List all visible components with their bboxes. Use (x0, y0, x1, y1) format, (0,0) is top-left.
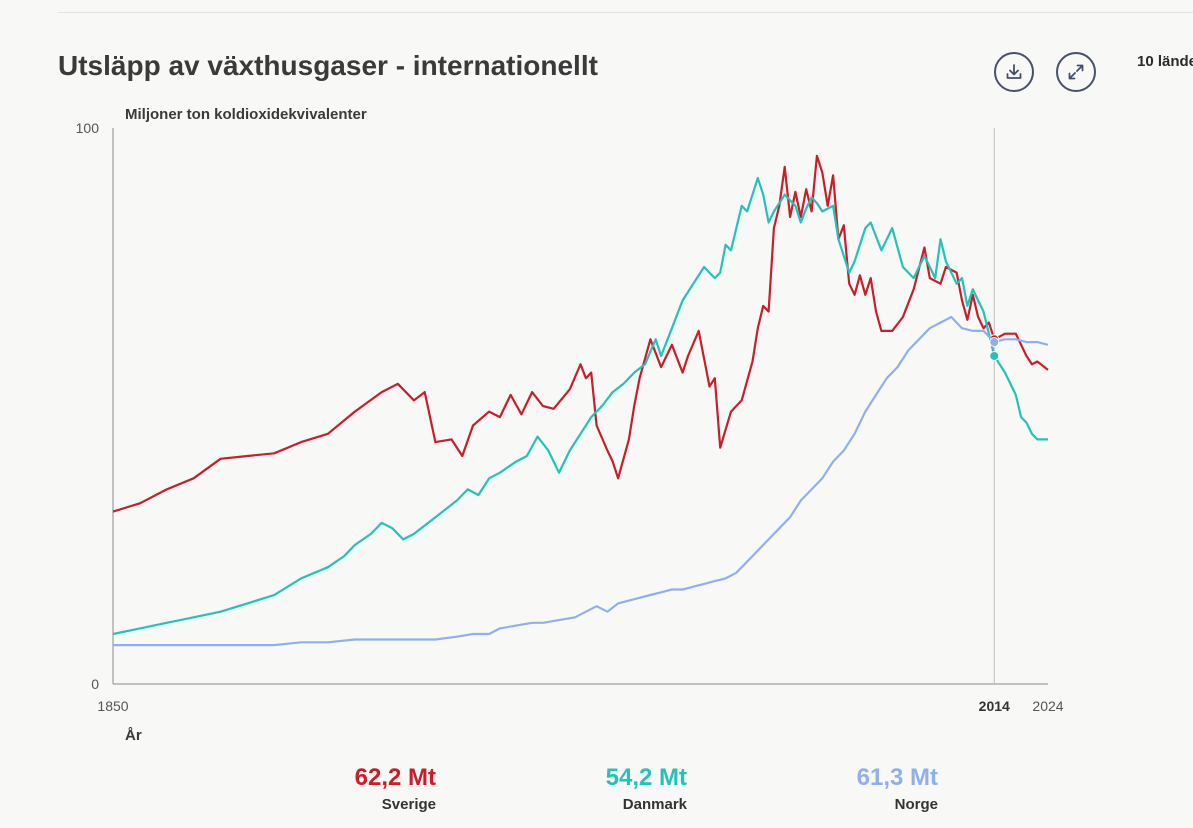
series-line-danmark (112, 176, 1048, 636)
series-line-norge (113, 315, 1049, 647)
x-tick-label: 2014 (979, 698, 1010, 714)
legend-value-sverige: 62,2 Mt (354, 764, 436, 791)
legend-name-norge: Norge (894, 796, 938, 813)
legend-value-danmark: 54,2 Mt (605, 764, 687, 791)
expand-icon (1068, 64, 1084, 80)
legend-item-danmark: 54,2 Mt Danmark (487, 764, 687, 813)
legend-value-norge: 61,3 Mt (856, 764, 938, 791)
x-tick-label: 1850 (97, 698, 128, 714)
highlight-point-danmark (989, 350, 1000, 361)
legend-item-sverige: 62,2 Mt Sverige (236, 764, 436, 813)
page-title: Utsläpp av växthusgaser - internationell… (58, 50, 598, 81)
legend-name-sverige: Sverige (381, 796, 436, 813)
x-tick-label: 2024 (1032, 698, 1063, 714)
y-tick-label: 100 (76, 120, 100, 136)
legend-item-norge: 61,3 Mt Norge (738, 764, 938, 813)
legend-name-danmark: Danmark (622, 796, 687, 813)
series-line-sverige (112, 154, 1049, 513)
countries-selector[interactable]: 10 länder (1137, 53, 1193, 70)
y-axis-label: Miljoner ton koldioxidekvivalenter (125, 106, 367, 123)
expand-button[interactable] (1056, 52, 1096, 92)
y-tick-label: 0 (91, 676, 99, 692)
ticks-group: 0 100 1850 2014 2024 (76, 120, 1064, 714)
download-icon (1006, 64, 1022, 79)
x-axis-label: År (125, 727, 142, 744)
top-divider (58, 12, 1193, 13)
highlight-point-norge (989, 337, 1000, 348)
download-button[interactable] (994, 52, 1034, 92)
axes-group (112, 128, 1048, 685)
series-group (112, 154, 1049, 647)
